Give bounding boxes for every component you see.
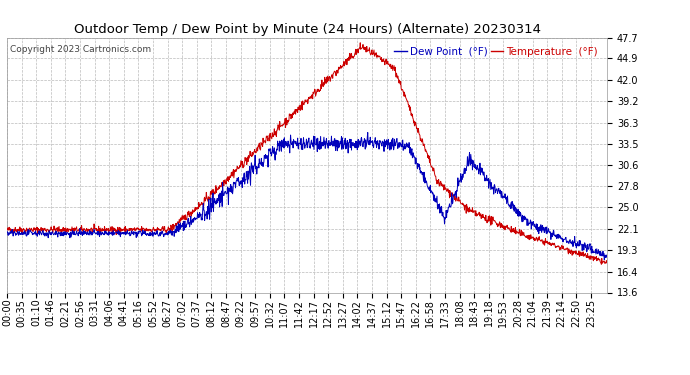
Text: Copyright 2023 Cartronics.com: Copyright 2023 Cartronics.com: [10, 45, 151, 54]
Legend: Dew Point  (°F), Temperature  (°F): Dew Point (°F), Temperature (°F): [390, 43, 602, 61]
Title: Outdoor Temp / Dew Point by Minute (24 Hours) (Alternate) 20230314: Outdoor Temp / Dew Point by Minute (24 H…: [74, 23, 540, 36]
